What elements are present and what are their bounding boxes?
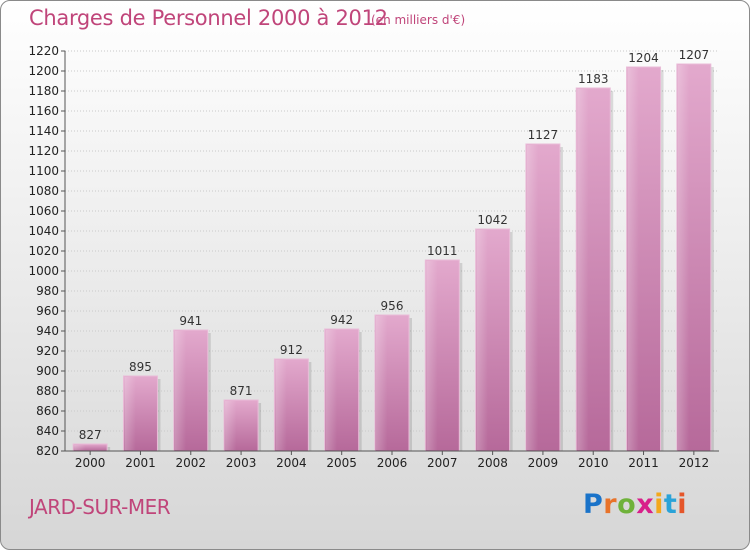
y-tick-label: 1080 [28, 184, 59, 198]
y-tick-label: 1120 [28, 144, 59, 158]
data-label: 956 [381, 299, 404, 313]
chart-subtitle: (en milliers d'€) [371, 13, 466, 27]
bar-highlight [325, 330, 338, 450]
bar-highlight [376, 316, 388, 450]
x-tick-label: 2008 [477, 456, 508, 470]
bar-highlight [526, 145, 539, 450]
y-tick-label: 1200 [28, 64, 59, 78]
x-tick-label: 2012 [679, 456, 710, 470]
y-tick-label: 920 [36, 344, 59, 358]
data-label: 1207 [679, 48, 710, 62]
y-tick-label: 960 [36, 304, 59, 318]
y-tick-label: 1140 [28, 124, 59, 138]
y-tick-label: 1060 [28, 204, 59, 218]
bar-highlight [627, 68, 639, 450]
x-tick-label: 2001 [125, 456, 156, 470]
x-tick-label: 2011 [628, 456, 659, 470]
commune-name: JARD-SUR-MER [29, 495, 171, 519]
x-tick-label: 2004 [276, 456, 307, 470]
y-tick-label: 860 [36, 404, 59, 418]
y-tick-label: 980 [36, 284, 59, 298]
data-label: 895 [129, 360, 152, 374]
y-tick-label: 940 [36, 324, 59, 338]
data-label: 1011 [427, 244, 458, 258]
data-label: 1042 [477, 213, 508, 227]
data-label: 942 [330, 313, 353, 327]
y-tick-label: 1040 [28, 224, 59, 238]
y-tick-label: 1020 [28, 244, 59, 258]
data-label: 827 [79, 428, 102, 442]
data-label: 871 [230, 384, 253, 398]
y-tick-label: 1180 [28, 84, 59, 98]
data-label: 1204 [628, 51, 659, 65]
proxiti-logo: Proxiti [583, 489, 688, 520]
data-label: 1183 [578, 72, 609, 86]
bar-highlight [174, 331, 187, 450]
x-tick-label: 2003 [226, 456, 257, 470]
x-tick-label: 2007 [427, 456, 458, 470]
bar-highlight [74, 445, 86, 450]
chart-title: Charges de Personnel 2000 à 2012 [29, 6, 388, 30]
bar-highlight [677, 65, 690, 450]
data-label: 941 [179, 314, 202, 328]
x-tick-label: 2006 [377, 456, 408, 470]
y-tick-label: 1160 [28, 104, 59, 118]
bar-highlight [124, 377, 136, 450]
x-tick-label: 2009 [528, 456, 559, 470]
bar-highlight [225, 401, 237, 450]
y-tick-label: 1220 [28, 44, 59, 58]
x-tick-label: 2000 [75, 456, 106, 470]
data-label: 912 [280, 343, 303, 357]
x-tick-label: 2002 [175, 456, 206, 470]
bar-highlight [426, 261, 438, 450]
y-tick-label: 900 [36, 364, 59, 378]
y-tick-label: 880 [36, 384, 59, 398]
bar-highlight [577, 89, 589, 450]
y-tick-label: 840 [36, 424, 59, 438]
x-tick-label: 2010 [578, 456, 609, 470]
y-tick-label: 1100 [28, 164, 59, 178]
y-tick-label: 1000 [28, 264, 59, 278]
data-label: 1127 [528, 128, 559, 142]
bar-highlight [476, 230, 488, 450]
x-tick-label: 2005 [326, 456, 357, 470]
y-tick-label: 820 [36, 444, 59, 458]
bar-highlight [275, 360, 287, 450]
